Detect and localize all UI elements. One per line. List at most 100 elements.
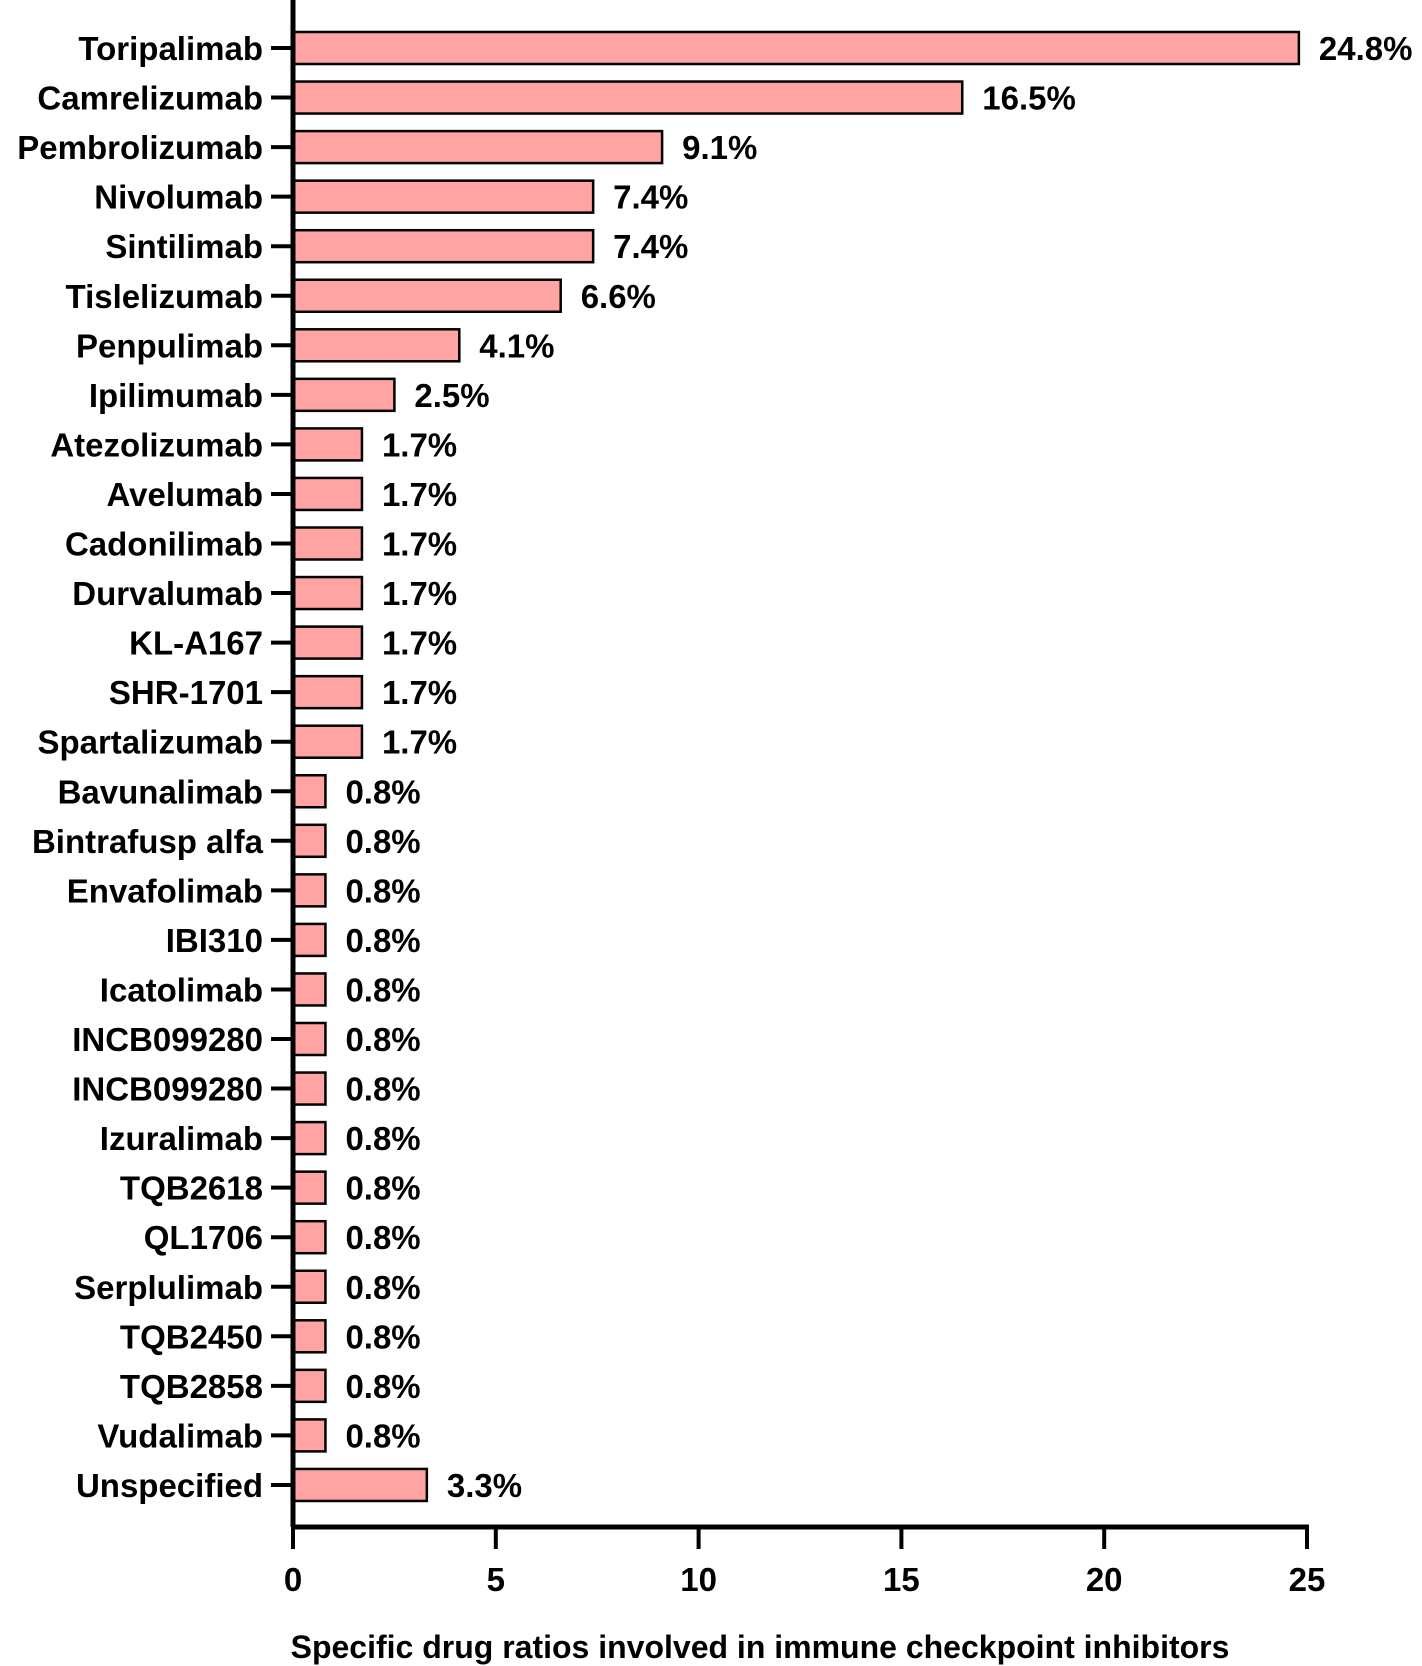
bar: [291, 922, 327, 958]
x-axis: 0 5 10 15 20 25: [284, 1524, 1326, 1598]
data-label: 0.8%: [345, 1368, 420, 1405]
bar: [291, 823, 327, 859]
data-label: 0.8%: [345, 1318, 420, 1355]
category-label: INCB099280: [72, 1071, 263, 1108]
x-axis-title: Specific drug ratios involved in immune …: [291, 1629, 1230, 1665]
category-label: Spartalizumab: [37, 724, 263, 761]
bar: [291, 1368, 327, 1404]
bar: [291, 724, 364, 759]
category-label: TQB2858: [120, 1368, 263, 1405]
category-label: Atezolizumab: [50, 426, 263, 463]
data-label: 1.7%: [382, 526, 457, 563]
data-label: 6.6%: [581, 278, 656, 315]
data-label: 7.4%: [613, 179, 688, 216]
data-label: 0.8%: [345, 922, 420, 959]
category-label: KL-A167: [129, 625, 263, 662]
category-label: Bavunalimab: [58, 773, 263, 810]
data-label: 1.7%: [382, 575, 457, 612]
category-label: Durvalumab: [72, 575, 263, 612]
bar: [291, 1170, 327, 1205]
bar: [291, 774, 327, 809]
bar: [291, 328, 461, 363]
category-label: Nivolumab: [94, 179, 263, 216]
bar: [291, 179, 595, 214]
bar: [291, 476, 364, 512]
category-label: Pembrolizumab: [17, 129, 263, 166]
data-label: 1.7%: [382, 625, 457, 662]
bar: [291, 427, 364, 462]
data-label: 1.7%: [382, 476, 457, 513]
bar: [291, 625, 364, 660]
category-label: INCB099280: [72, 1021, 263, 1058]
data-label: 2.5%: [414, 377, 489, 414]
bar: [291, 377, 396, 413]
category-label: SHR-1701: [109, 674, 263, 711]
category-label: Cadonilimab: [65, 526, 263, 563]
category-label: Tislelizumab: [66, 278, 263, 315]
bar: [291, 1467, 429, 1503]
bar: [291, 873, 327, 908]
category-label: Sintilimab: [105, 228, 263, 265]
category-label: Avelumab: [107, 476, 264, 513]
data-label: 0.8%: [345, 971, 420, 1008]
bar: [291, 1418, 327, 1453]
x-tick-label: 5: [487, 1561, 505, 1598]
data-label: 0.8%: [345, 1120, 420, 1157]
x-tick-label: 15: [883, 1561, 920, 1598]
bar: [291, 80, 964, 115]
data-label: 0.8%: [345, 872, 420, 909]
data-label: 9.1%: [682, 129, 757, 166]
x-tick-label: 0: [284, 1561, 302, 1598]
category-label: TQB2618: [120, 1170, 263, 1207]
category-label: Toripalimab: [78, 30, 263, 67]
bar: [291, 228, 595, 264]
category-label: Icatolimab: [100, 971, 263, 1008]
data-label: 0.8%: [345, 773, 420, 810]
category-label: Izuralimab: [100, 1120, 263, 1157]
data-label: 16.5%: [982, 80, 1076, 117]
data-label: 1.7%: [382, 724, 457, 761]
data-label: 7.4%: [613, 228, 688, 265]
bar: [291, 1071, 327, 1106]
bar: [291, 1269, 327, 1304]
bar: [291, 30, 1301, 66]
category-label: IBI310: [166, 922, 263, 959]
category-label: Vudalimab: [97, 1417, 263, 1454]
bars-layer: 24.8% 16.5% 9.1% 7.4% 7.4% 6.6% 4.1% 2.5% 1.7% 1.…: [291, 30, 1413, 1504]
category-label: Bintrafusp alfa: [32, 823, 264, 860]
data-label: 4.1%: [479, 327, 554, 364]
data-label: 0.8%: [345, 1269, 420, 1306]
category-label: TQB2450: [120, 1318, 263, 1355]
x-tick-label: 20: [1086, 1561, 1123, 1598]
data-label: 0.8%: [345, 1170, 420, 1207]
data-label: 1.7%: [382, 674, 457, 711]
category-label: Camrelizumab: [37, 80, 263, 117]
category-label: Unspecified: [76, 1467, 263, 1504]
bar: [291, 526, 364, 561]
data-label: 0.8%: [345, 1021, 420, 1058]
data-label: 1.7%: [382, 426, 457, 463]
category-label: Envafolimab: [67, 872, 263, 909]
category-label: Penpulimab: [76, 327, 263, 364]
bar: [291, 1021, 327, 1057]
x-tick-label: 10: [680, 1561, 717, 1598]
category-label: QL1706: [144, 1219, 263, 1256]
data-label: 0.8%: [345, 1219, 420, 1256]
data-label: 0.8%: [345, 823, 420, 860]
bar: [291, 1319, 327, 1354]
x-tick-label: 25: [1289, 1561, 1326, 1598]
bar: [291, 674, 364, 710]
bar: [291, 575, 364, 611]
data-label: 24.8%: [1319, 30, 1413, 67]
category-label: Serplulimab: [74, 1269, 263, 1306]
bar: [291, 972, 327, 1007]
data-label: 3.3%: [447, 1467, 522, 1504]
bar: [291, 1120, 327, 1156]
y-axis: Toripalimab Camrelizumab Pembrolizumab Nivo…: [17, 0, 296, 1527]
data-label: 0.8%: [345, 1071, 420, 1108]
category-label: Ipilimumab: [89, 377, 263, 414]
bar: [291, 278, 562, 313]
bar: [291, 129, 664, 165]
bar: [291, 1219, 327, 1255]
